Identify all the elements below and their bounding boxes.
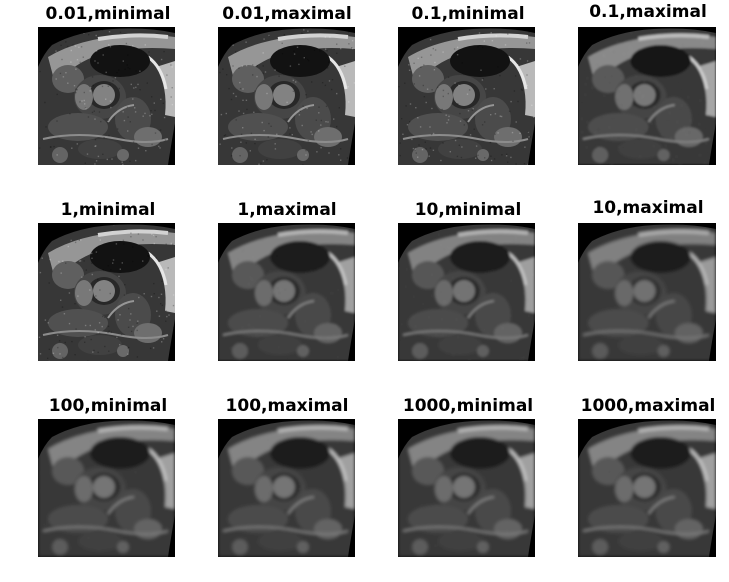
mri-image (398, 223, 535, 361)
panel-3: 0.1,maximal (568, 2, 728, 167)
panel-title: 100,minimal (48, 396, 168, 416)
mri-image (578, 27, 716, 165)
panel-11: 1000,maximal (568, 394, 728, 559)
mri-slice-drawing (578, 420, 716, 557)
mri-image (38, 27, 175, 165)
panel-title: 100,maximal (225, 396, 349, 416)
mri-image (38, 223, 175, 361)
panel-title: 1000,maximal (580, 396, 716, 416)
panel-title: 10,minimal (414, 200, 522, 220)
panel-5: 1,maximal (207, 198, 367, 363)
mri-image (578, 223, 716, 361)
mri-image (218, 223, 355, 361)
panel-title: 1,maximal (237, 200, 337, 220)
mri-slice-drawing (218, 224, 355, 361)
panel-7: 10,maximal (568, 198, 728, 363)
mri-slice-drawing (578, 28, 716, 165)
panel-6: 10,minimal (388, 198, 548, 363)
mri-slice-drawing (38, 420, 175, 557)
panel-title: 0.1,maximal (589, 2, 707, 22)
panel-title: 10,maximal (592, 198, 704, 218)
mri-slice-drawing (398, 224, 535, 361)
mri-slice-drawing (398, 28, 535, 165)
mri-image (398, 27, 535, 165)
mri-slice-drawing (398, 420, 535, 557)
panel-10: 1000,minimal (388, 394, 548, 559)
panel-1: 0.01,maximal (207, 2, 367, 167)
mri-slice-drawing (218, 420, 355, 557)
panel-title: 0.1,minimal (411, 4, 525, 24)
mri-image (218, 27, 355, 165)
mri-slice-drawing (218, 28, 355, 165)
panel-8: 100,minimal (28, 394, 188, 559)
panel-9: 100,maximal (207, 394, 367, 559)
mri-image (398, 419, 535, 557)
panel-4: 1,minimal (28, 198, 188, 363)
panel-title: 0.01,maximal (222, 4, 352, 24)
mri-slice-drawing (578, 224, 716, 361)
mri-image (578, 419, 716, 557)
panel-title: 1000,minimal (402, 396, 534, 416)
panel-title: 1,minimal (60, 200, 156, 220)
mri-slice-drawing (38, 28, 175, 165)
mri-slice-drawing (38, 224, 175, 361)
mri-image (38, 419, 175, 557)
panel-title: 0.01,minimal (45, 4, 171, 24)
mri-image (218, 419, 355, 557)
panel-0: 0.01,minimal (28, 2, 188, 167)
panel-2: 0.1,minimal (388, 2, 548, 167)
